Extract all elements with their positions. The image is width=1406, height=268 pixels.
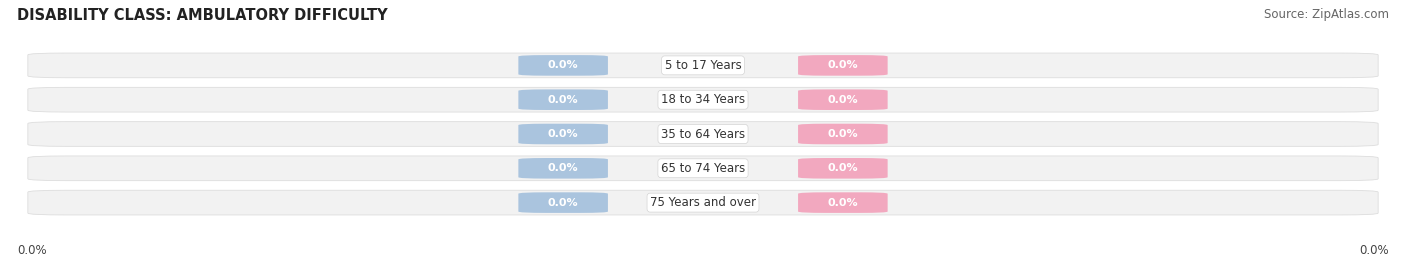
Text: 75 Years and over: 75 Years and over xyxy=(650,196,756,209)
Text: 0.0%: 0.0% xyxy=(828,60,858,70)
Text: 0.0%: 0.0% xyxy=(828,95,858,105)
FancyBboxPatch shape xyxy=(519,124,607,144)
FancyBboxPatch shape xyxy=(28,190,1378,215)
FancyBboxPatch shape xyxy=(799,124,887,144)
Text: 0.0%: 0.0% xyxy=(828,163,858,173)
Text: 0.0%: 0.0% xyxy=(1360,244,1389,257)
FancyBboxPatch shape xyxy=(28,122,1378,146)
FancyBboxPatch shape xyxy=(519,158,607,178)
Text: 0.0%: 0.0% xyxy=(828,129,858,139)
FancyBboxPatch shape xyxy=(519,55,607,76)
Text: Source: ZipAtlas.com: Source: ZipAtlas.com xyxy=(1264,8,1389,21)
FancyBboxPatch shape xyxy=(519,192,607,213)
Text: 0.0%: 0.0% xyxy=(828,198,858,208)
Text: 0.0%: 0.0% xyxy=(548,95,578,105)
Text: 65 to 74 Years: 65 to 74 Years xyxy=(661,162,745,175)
FancyBboxPatch shape xyxy=(799,55,887,76)
Text: DISABILITY CLASS: AMBULATORY DIFFICULTY: DISABILITY CLASS: AMBULATORY DIFFICULTY xyxy=(17,8,388,23)
FancyBboxPatch shape xyxy=(28,87,1378,112)
Text: 5 to 17 Years: 5 to 17 Years xyxy=(665,59,741,72)
Text: 0.0%: 0.0% xyxy=(548,198,578,208)
Text: 0.0%: 0.0% xyxy=(548,129,578,139)
FancyBboxPatch shape xyxy=(28,53,1378,78)
Text: 0.0%: 0.0% xyxy=(548,163,578,173)
Text: 0.0%: 0.0% xyxy=(548,60,578,70)
FancyBboxPatch shape xyxy=(28,156,1378,181)
FancyBboxPatch shape xyxy=(519,90,607,110)
FancyBboxPatch shape xyxy=(799,90,887,110)
FancyBboxPatch shape xyxy=(799,158,887,178)
FancyBboxPatch shape xyxy=(799,192,887,213)
Text: 0.0%: 0.0% xyxy=(17,244,46,257)
Text: 18 to 34 Years: 18 to 34 Years xyxy=(661,93,745,106)
Text: 35 to 64 Years: 35 to 64 Years xyxy=(661,128,745,140)
